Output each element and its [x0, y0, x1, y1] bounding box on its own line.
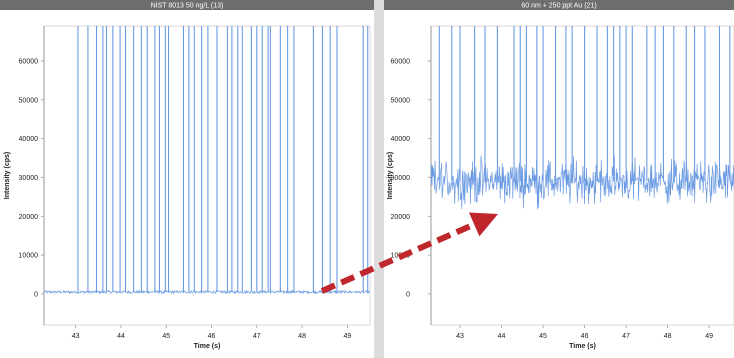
panel-title-left: NIST 8013 50 ng/L (13) [151, 3, 224, 10]
panel-right: 60 nm + 250 ppt Au (21) [384, 0, 734, 10]
y-tick-label: 30000 [391, 175, 411, 182]
x-tick-label: 45 [162, 333, 170, 340]
signal-trace [44, 289, 370, 295]
signal-trace [431, 155, 734, 210]
x-tick-label: 45 [539, 333, 547, 340]
arrow-head [468, 212, 498, 237]
y-tick-label: 50000 [19, 97, 39, 104]
y-axis-label: Intensity (cps) [4, 152, 11, 199]
x-tick-label: 44 [498, 333, 506, 340]
y-tick-label: 0 [34, 291, 38, 298]
x-tick-label: 43 [456, 333, 464, 340]
x-axis-label: Time (s) [194, 343, 221, 350]
x-tick-label: 46 [208, 333, 216, 340]
comparison-arrow [320, 212, 498, 294]
plot-right: 0100002000030000400005000060000434445464… [387, 25, 734, 350]
arrow-shaft [320, 221, 476, 294]
y-tick-label: 50000 [391, 97, 411, 104]
plot-area [43, 25, 371, 326]
x-tick-label: 48 [664, 333, 672, 340]
panel-left: NIST 8013 50 ng/L (13) [0, 0, 374, 10]
x-tick-label: 44 [117, 333, 125, 340]
x-tick-label: 46 [581, 333, 589, 340]
panel-title-right: 60 nm + 250 ppt Au (21) [521, 3, 596, 10]
y-tick-label: 60000 [19, 58, 39, 65]
x-tick-label: 47 [253, 333, 261, 340]
y-tick-label: 10000 [19, 253, 39, 260]
y-tick-label: 0 [406, 291, 410, 298]
title-bar-right [384, 0, 734, 10]
y-axis-label: Intensity (cps) [387, 152, 394, 199]
y-tick-label: 60000 [391, 58, 411, 65]
y-tick-label: 30000 [19, 175, 39, 182]
x-tick-label: 49 [343, 333, 351, 340]
x-tick-label: 49 [705, 333, 713, 340]
y-tick-label: 40000 [391, 136, 411, 143]
panel-divider [374, 0, 384, 358]
title-bar-left [0, 0, 374, 10]
x-tick-label: 48 [298, 333, 306, 340]
x-tick-label: 43 [72, 333, 80, 340]
y-tick-label: 20000 [19, 214, 39, 221]
y-tick-label: 40000 [19, 136, 39, 143]
x-tick-label: 47 [622, 333, 630, 340]
x-axis-label: Time (s) [569, 343, 596, 350]
plot-left: 0 10000 20000 30000 40000 50000 60000 43 44 45 46 4… [4, 25, 371, 350]
y-tick-label: 20000 [391, 214, 411, 221]
